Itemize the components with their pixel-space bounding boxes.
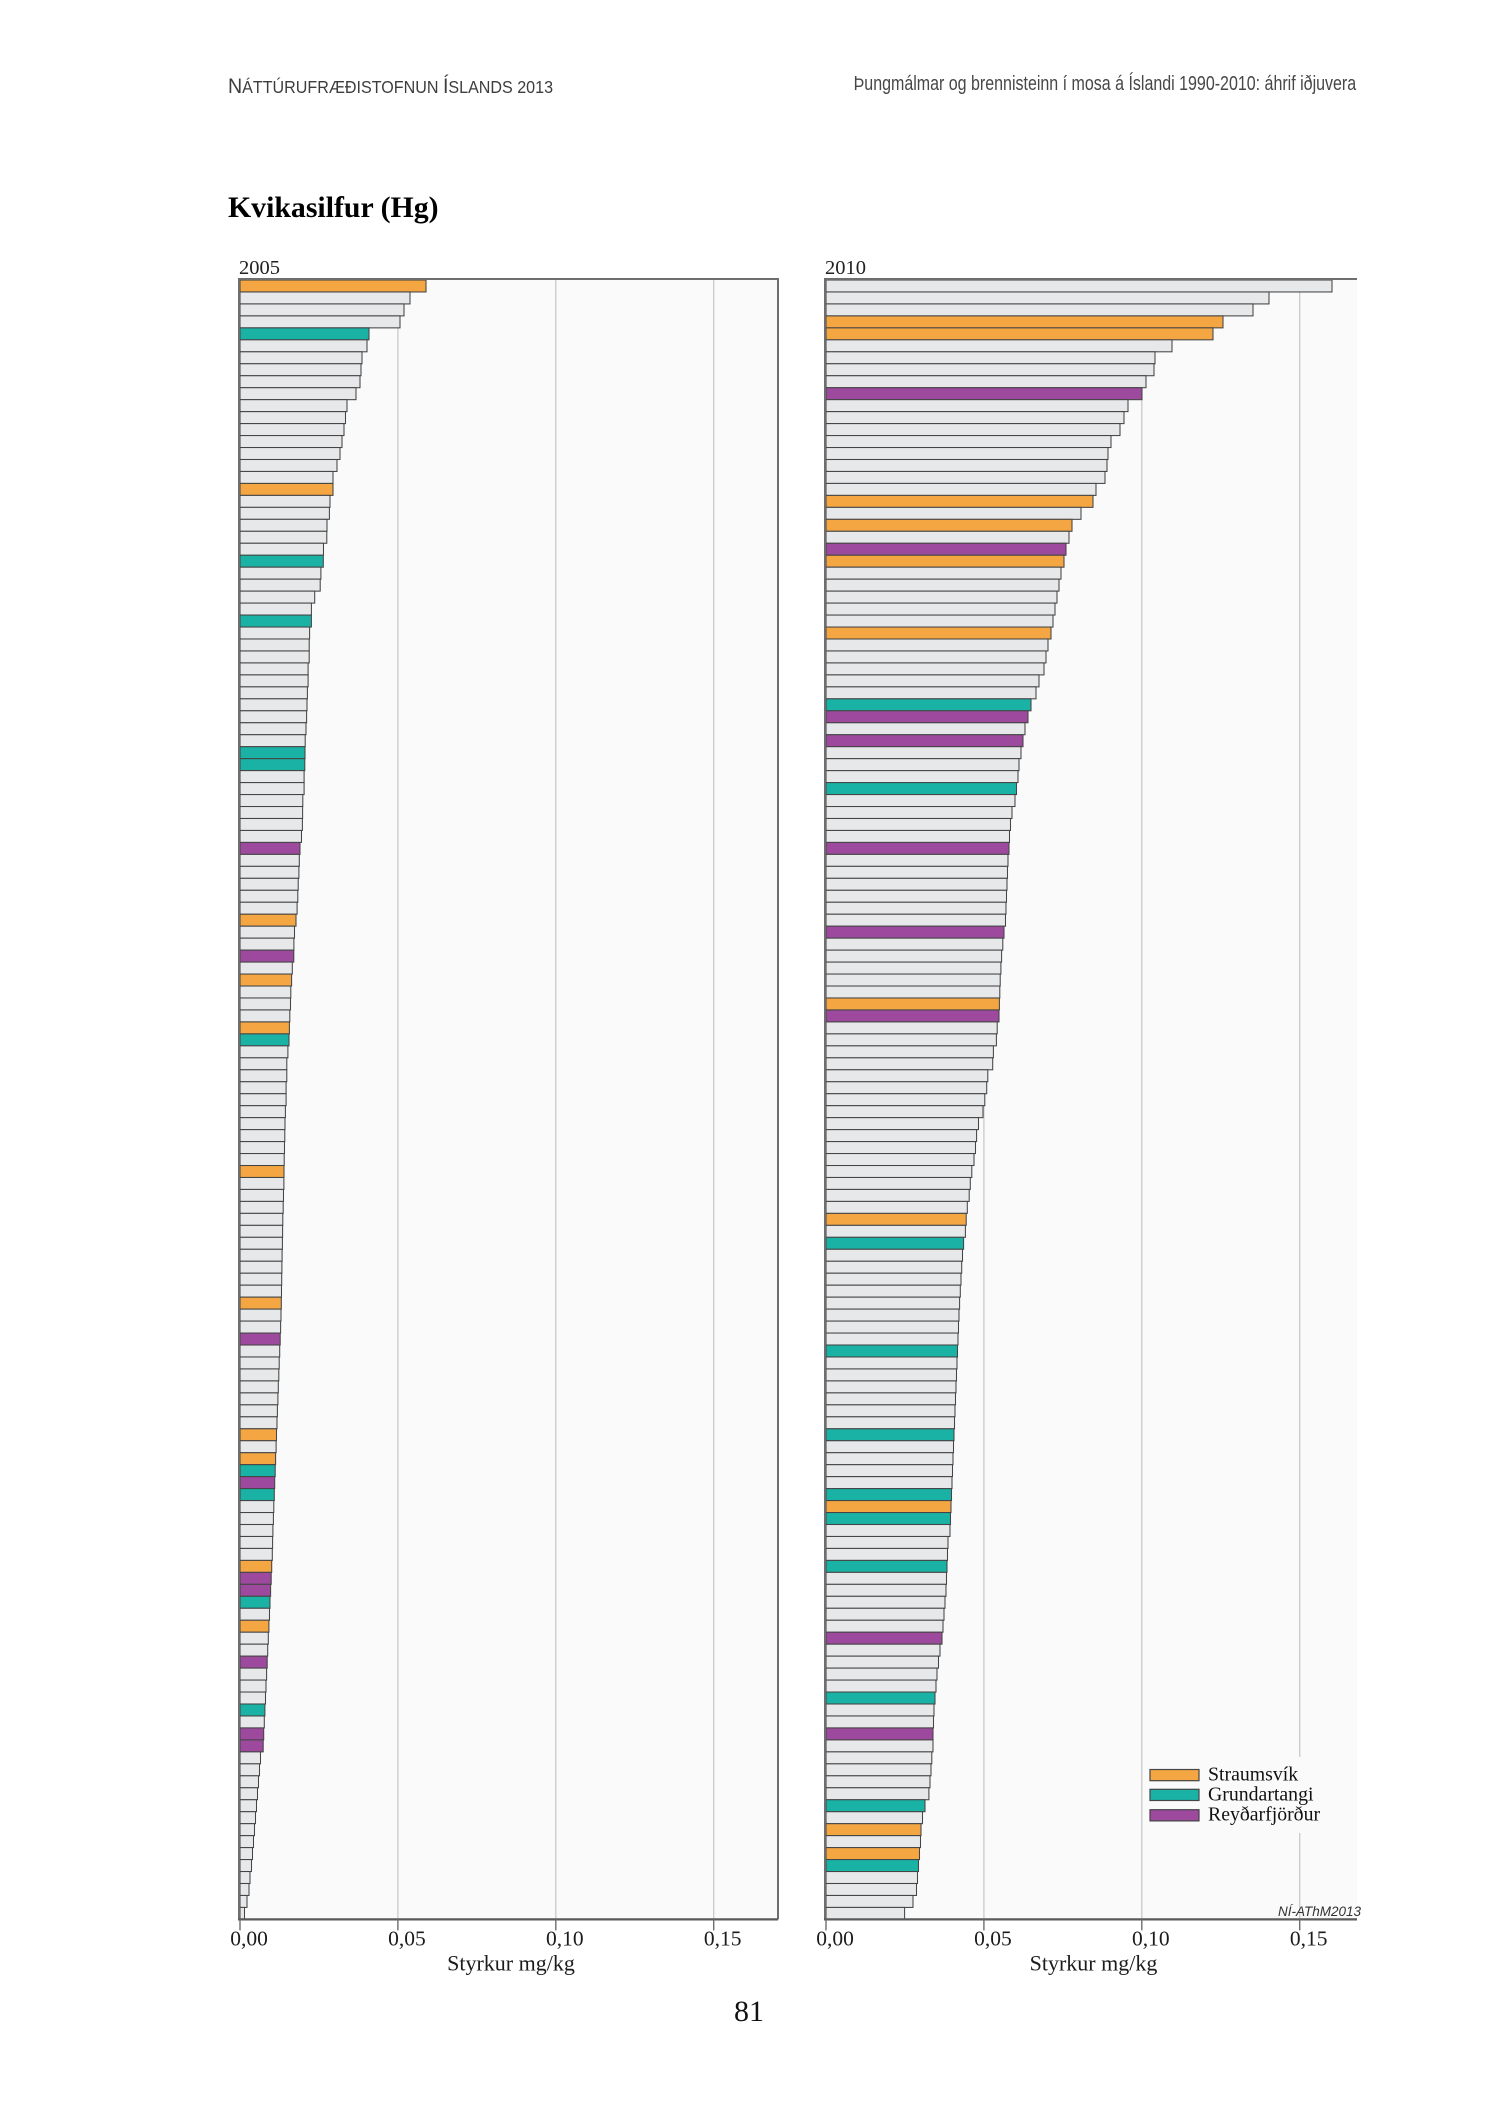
svg-text:NÍ-AThM2013: NÍ-AThM2013 <box>1278 1904 1362 1919</box>
svg-text:0,15: 0,15 <box>1290 1927 1328 1951</box>
svg-text:0,10: 0,10 <box>546 1927 584 1951</box>
svg-text:0,10: 0,10 <box>1132 1927 1170 1951</box>
svg-text:2010: 2010 <box>825 257 866 279</box>
svg-text:Reyðarfjörður: Reyðarfjörður <box>1208 1804 1320 1826</box>
svg-text:Styrkur mg/kg: Styrkur mg/kg <box>447 1951 575 1976</box>
svg-text:2005: 2005 <box>239 257 280 279</box>
svg-text:Styrkur mg/kg: Styrkur mg/kg <box>1030 1951 1158 1976</box>
svg-text:0,00: 0,00 <box>230 1927 268 1951</box>
svg-text:0,00: 0,00 <box>816 1927 854 1951</box>
svg-text:0,05: 0,05 <box>388 1927 426 1951</box>
svg-text:Straumsvík: Straumsvík <box>1208 1764 1298 1786</box>
svg-text:Grundartangi: Grundartangi <box>1208 1783 1314 1805</box>
svg-text:0,15: 0,15 <box>704 1927 742 1951</box>
svg-text:0,05: 0,05 <box>974 1927 1012 1951</box>
